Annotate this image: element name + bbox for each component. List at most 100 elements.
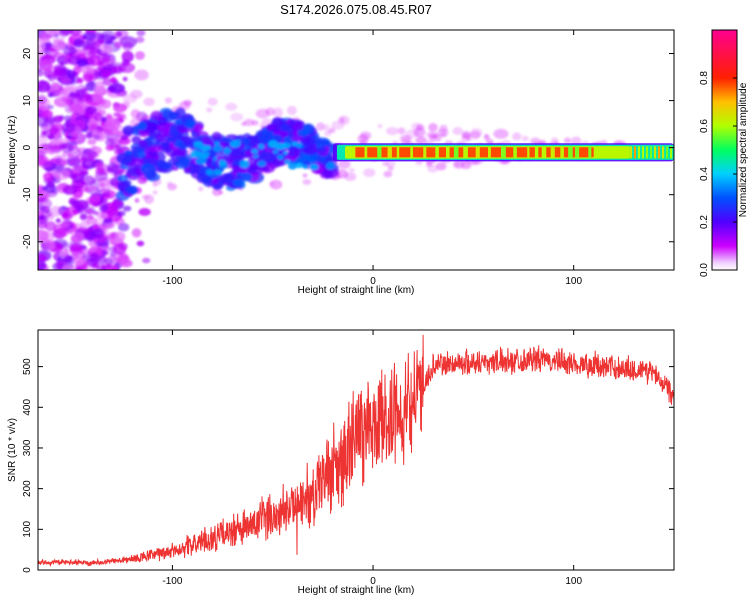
noise-blob: [44, 220, 57, 232]
noise-blob: [89, 192, 101, 203]
signal-peak: [309, 163, 319, 171]
carrier-gap: [513, 146, 517, 158]
haze-blob: [386, 127, 399, 136]
spectrogram-y-ticks: -20 -10 0 10 20: [22, 48, 674, 249]
noise-blob: [53, 115, 63, 123]
carrier-gap: [410, 146, 413, 158]
haze-blob: [302, 179, 312, 186]
haze-blob: [415, 136, 427, 145]
noise-blob: [38, 43, 46, 56]
noise-blob: [105, 232, 116, 241]
signal-blob: [193, 123, 204, 133]
noise-blob: [106, 262, 112, 268]
carrier-tail: [645, 146, 649, 159]
haze-blob: [143, 97, 155, 107]
snr-y-label: SNR (10 * v/v): [7, 418, 18, 482]
carrier-tail: [641, 146, 645, 159]
signal-blob: [144, 170, 157, 180]
noise-blob: [122, 41, 134, 51]
signal-blob: [210, 178, 219, 185]
signal-blob: [232, 178, 245, 187]
noise-blob: [38, 229, 49, 241]
noise-blob: [64, 254, 73, 264]
noise-blob: [105, 144, 114, 151]
noise-blob: [135, 36, 145, 43]
signal-peak: [257, 160, 267, 167]
noise-blob: [39, 159, 53, 169]
signal-peak: [294, 162, 304, 169]
noise-blob: [62, 184, 78, 195]
snr-panel: -100 0 100 0 100 200 300 400 500 Height of stra…: [7, 329, 675, 596]
haze-blob: [530, 137, 541, 145]
signal-blob: [303, 144, 319, 156]
haze-blob: [462, 132, 471, 138]
noise-blob: [104, 258, 114, 265]
haze-blob: [141, 194, 149, 200]
haze-blob: [166, 181, 173, 187]
carrier-gap: [352, 146, 356, 158]
noise-blob: [82, 31, 97, 41]
noise-blob: [58, 30, 70, 37]
spectrogram-x-label: Height of straight line (km): [298, 285, 415, 296]
noise-blob: [142, 257, 151, 264]
signal-blob: [122, 179, 132, 186]
carrier-gap: [364, 146, 368, 158]
noise-blob: [48, 125, 59, 135]
colorbar-tick-label: 0.2: [699, 215, 710, 229]
carrier-tail: [665, 146, 669, 159]
haze-blob: [397, 127, 406, 135]
signal-blob: [297, 129, 309, 137]
snr-series-line: [38, 334, 674, 568]
signal-blob: [239, 172, 253, 182]
signal-peak: [212, 145, 223, 152]
signal-blob: [287, 151, 296, 157]
noise-blob: [83, 93, 91, 98]
snr-y-ticks: 0 100 200 300 400 500: [22, 358, 674, 573]
noise-blob: [110, 66, 121, 74]
signal-peak: [291, 141, 298, 147]
signal-blob: [316, 146, 327, 154]
colorbar-tick-label: 0.8: [699, 71, 710, 85]
carrier-gap: [445, 146, 450, 158]
noise-blob: [113, 112, 121, 117]
carrier-gap: [560, 146, 564, 158]
haze-blob: [130, 109, 141, 119]
noise-blob: [76, 185, 84, 191]
signal-peak: [190, 150, 202, 159]
colorbar-tick-label: 0.6: [699, 119, 710, 133]
carrier-gap: [423, 146, 427, 158]
signal-peak: [223, 147, 232, 154]
signal-peak: [218, 159, 227, 166]
snr-x-ticks: -100 0 100: [162, 330, 582, 587]
signal-peak: [251, 148, 259, 154]
colorbar-gradient: [711, 29, 738, 271]
y-tick-label: 500: [22, 358, 33, 375]
signal-blob: [184, 119, 196, 129]
signal-blob: [272, 157, 286, 167]
signal-blob: [174, 147, 187, 156]
signal-blob: [154, 159, 168, 169]
signal-peak: [205, 169, 214, 176]
noise-blob: [44, 241, 56, 249]
carrier-tail: [633, 146, 637, 159]
haze-blob: [286, 105, 298, 116]
noise-blob: [67, 152, 74, 159]
signal-blob: [292, 122, 304, 131]
haze-blob: [302, 173, 308, 178]
noise-blob: [71, 246, 80, 253]
noise-blob: [62, 263, 77, 270]
noise-blob: [100, 45, 114, 55]
noise-blob: [81, 251, 97, 263]
signal-peak: [229, 140, 238, 148]
signal-peak: [253, 154, 259, 159]
noise-blob: [93, 224, 99, 230]
y-tick-label: -20: [22, 234, 33, 249]
noise-blob: [38, 94, 48, 105]
noise-blob: [138, 208, 151, 216]
haze-blob: [413, 127, 426, 138]
y-tick-label: 100: [22, 521, 33, 538]
noise-blob: [82, 46, 99, 57]
signal-blob: [122, 125, 135, 136]
noise-blob: [67, 211, 72, 216]
noise-blob: [80, 245, 87, 250]
